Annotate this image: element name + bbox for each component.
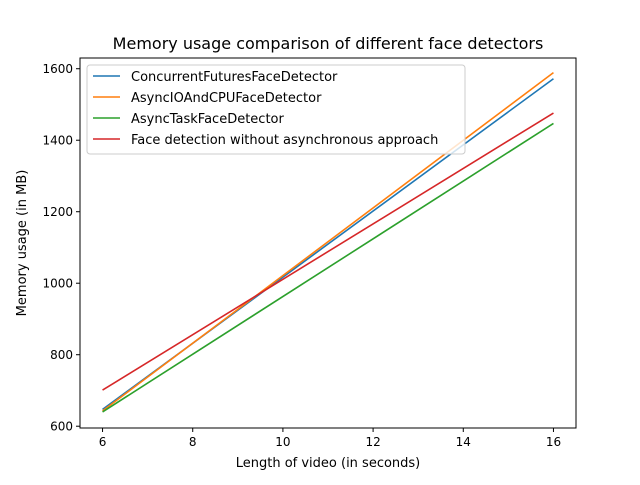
x-tick-label: 8 xyxy=(189,435,197,449)
x-tick-label: 14 xyxy=(456,435,471,449)
y-axis-label: Memory usage (in MB) xyxy=(15,170,30,317)
legend-box xyxy=(86,64,466,155)
legend-label: AsyncTaskFaceDetector xyxy=(131,112,285,127)
y-tick-label: 1400 xyxy=(42,134,73,148)
chart-title: Memory usage comparison of different fac… xyxy=(113,34,544,53)
legend-label: AsyncIOAndCPUFaceDetector xyxy=(131,91,322,106)
plot-area xyxy=(102,72,554,413)
x-tick-label: 10 xyxy=(275,435,290,449)
y-tick-label: 1600 xyxy=(42,62,73,76)
y-tick-label: 600 xyxy=(50,420,73,434)
y-tick-label: 1000 xyxy=(42,277,73,291)
y-tick-label: 800 xyxy=(50,348,73,362)
x-tick-label: 12 xyxy=(365,435,380,449)
x-tick-label: 6 xyxy=(99,435,107,449)
legend-label: Face detection without asynchronous appr… xyxy=(131,133,438,148)
series-line xyxy=(102,72,554,412)
legend-label: ConcurrentFuturesFaceDetector xyxy=(131,70,338,85)
series-line xyxy=(102,112,554,391)
y-tick-label: 1200 xyxy=(42,205,73,219)
axes-frame xyxy=(79,57,577,429)
series-line xyxy=(102,122,554,413)
axis-ticks: 6 8 10 12 14 16 600 800 1000 1200 1400 1600 xyxy=(42,62,561,449)
x-tick-label: 16 xyxy=(546,435,561,449)
legend: ConcurrentFuturesFaceDetector AsyncIOAndC… xyxy=(86,64,466,155)
x-axis-label: Length of video (in seconds) xyxy=(236,456,421,471)
